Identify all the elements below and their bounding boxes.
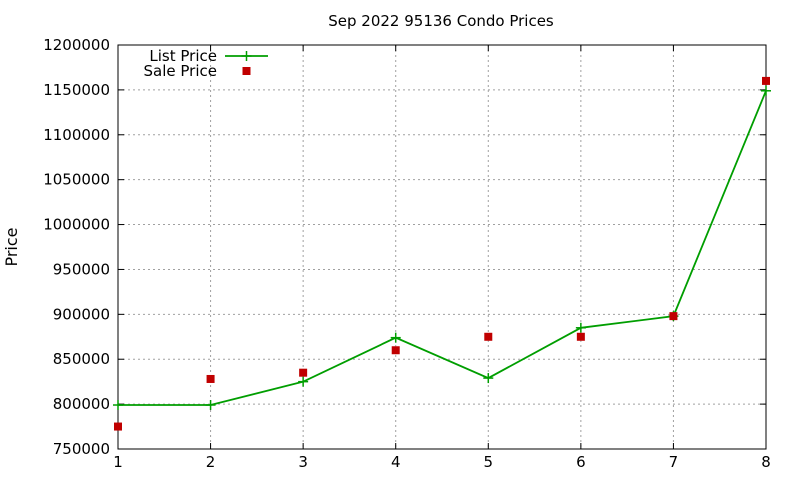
y-tick-label: 1150000: [43, 81, 110, 99]
list-price-point: [113, 400, 123, 411]
y-tick-label: 850000: [53, 350, 110, 368]
legend-label: List Price: [149, 47, 217, 65]
x-tick-label: 8: [761, 453, 771, 471]
plot-frame: [117, 44, 767, 450]
x-tick-label: 3: [298, 453, 308, 471]
data-series: [113, 76, 771, 431]
x-tick-label: 6: [576, 453, 586, 471]
legend-swatch-marker: [241, 51, 252, 61]
y-tick-label: 750000: [53, 440, 110, 458]
sale-price-point: [484, 332, 493, 341]
list-price-point: [483, 373, 494, 384]
y-tick-label: 1100000: [43, 126, 110, 144]
y-axis-title: Price: [2, 227, 21, 266]
x-tick-label: 5: [484, 453, 494, 471]
list-price-point: [761, 85, 771, 96]
y-tick-label: 1000000: [43, 216, 110, 234]
list-price-point: [205, 400, 216, 411]
x-tick-label: 4: [391, 453, 401, 471]
y-tick-label: 900000: [53, 305, 110, 323]
chart-title: Sep 2022 95136 Condo Prices: [328, 12, 554, 30]
sale-price-point: [669, 312, 678, 321]
sale-price-point: [391, 346, 400, 355]
list-price-line: [118, 90, 767, 406]
list-price-point: [575, 322, 586, 333]
list-price-point: [298, 376, 309, 387]
sale-price-point: [299, 368, 308, 377]
list-price-point: [390, 332, 401, 343]
legend-label: Sale Price: [144, 62, 217, 80]
x-tick-label: 7: [669, 453, 679, 471]
y-tick-label: 1050000: [43, 171, 110, 189]
gridlines: [118, 45, 766, 449]
x-tick-label: 2: [206, 453, 216, 471]
y-tick-label: 1200000: [43, 36, 110, 54]
sale-price-point: [576, 332, 585, 341]
y-tick-label: 800000: [53, 395, 110, 413]
legend-swatch-marker: [242, 67, 251, 75]
x-tick-label: 1: [113, 453, 123, 471]
y-tick-label: 950000: [53, 260, 110, 278]
sale-price-point: [762, 76, 770, 85]
axis-ticks: 750000 800000 850000 900000 950000 1000000 105…: [43, 36, 771, 471]
sale-price-point: [206, 374, 215, 383]
sale-price-point: [114, 422, 122, 431]
